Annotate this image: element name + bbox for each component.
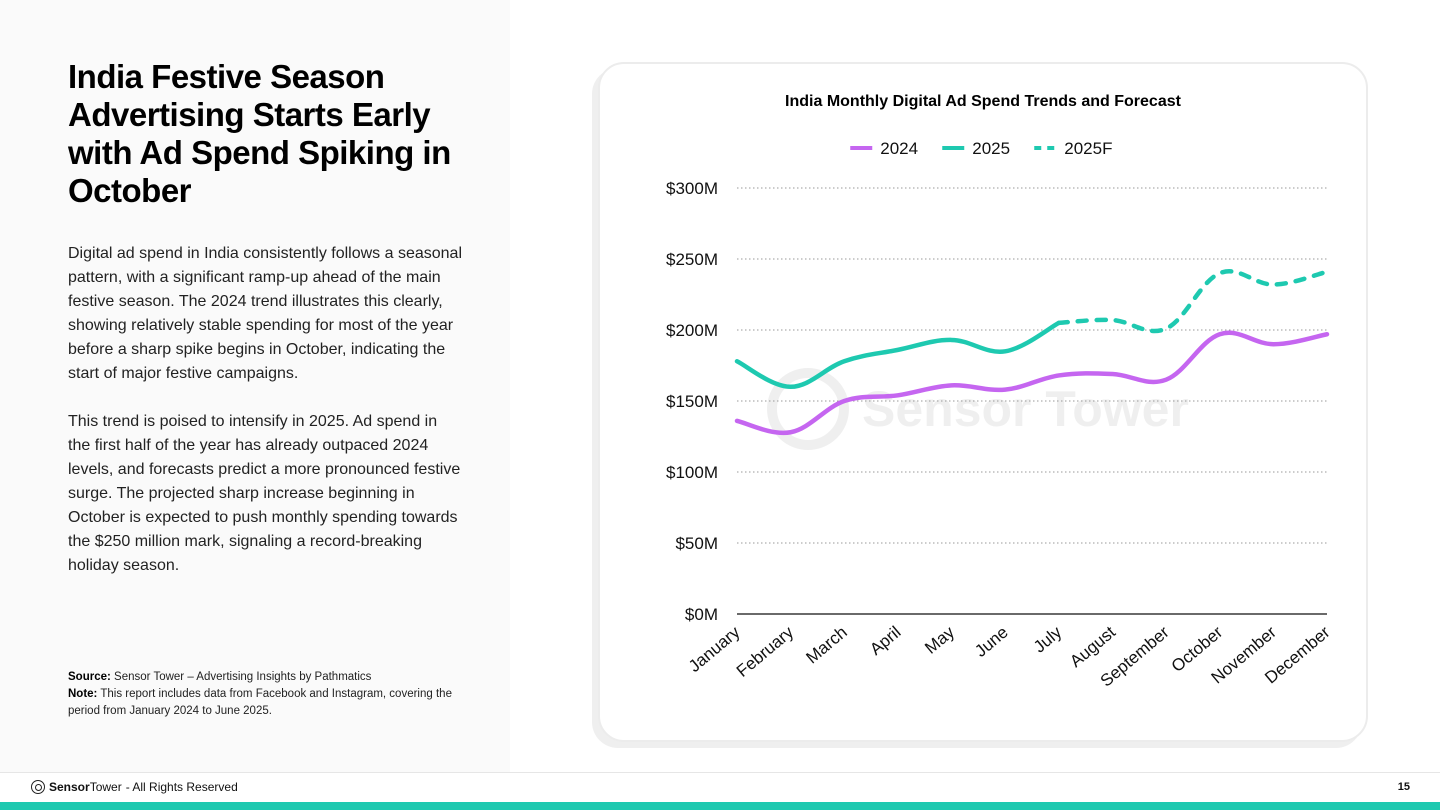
- y-tick-label: $300M: [666, 179, 718, 198]
- chart-card: Sensor Tower India Monthly Digital Ad Spe…: [598, 62, 1368, 742]
- body-text: Digital ad spend in India consistently f…: [68, 242, 463, 602]
- footer-rights: - All Rights Reserved: [125, 780, 238, 794]
- line-chart: Sensor Tower India Monthly Digital Ad Spe…: [666, 93, 1334, 691]
- x-tick-label: May: [921, 622, 958, 658]
- x-tick-label: March: [802, 623, 850, 668]
- y-tick-label: $0M: [685, 605, 718, 624]
- left-panel: India Festive Season Advertising Starts …: [0, 0, 510, 772]
- watermark: Sensor Tower: [767, 368, 1189, 450]
- series-line-2024: [734, 330, 1330, 436]
- sensor-tower-logo-icon: [31, 780, 45, 794]
- legend-label-2025F: 2025F: [1064, 139, 1112, 158]
- series-line-2025F: [1056, 269, 1330, 334]
- chart-title: India Monthly Digital Ad Spend Trends an…: [785, 93, 1182, 110]
- legend-label-2025: 2025: [972, 139, 1010, 158]
- y-tick-label: $250M: [666, 250, 718, 269]
- source-text: Sensor Tower – Advertising Insights by P…: [114, 671, 372, 683]
- footer: SensorTower - All Rights Reserved 15: [0, 772, 1440, 803]
- note-label: Note:: [68, 688, 98, 700]
- note-text: This report includes data from Facebook …: [68, 688, 452, 717]
- watermark-logo-icon: [767, 368, 849, 450]
- paragraph-1: Digital ad spend in India consistently f…: [68, 245, 463, 382]
- footer-logo: SensorTower - All Rights Reserved: [31, 780, 238, 794]
- accent-bar: [0, 802, 1440, 810]
- legend-label-2024: 2024: [880, 139, 918, 158]
- source-line: Source: Sensor Tower – Advertising Insig…: [68, 669, 458, 686]
- slide-title: India Festive Season Advertising Starts …: [68, 58, 451, 209]
- source-label: Source:: [68, 671, 111, 683]
- paragraph-2: This trend is poised to intensify in 202…: [68, 413, 461, 574]
- y-tick-label: $100M: [666, 463, 718, 482]
- x-tick-label: July: [1030, 622, 1066, 656]
- y-tick-label: $150M: [666, 392, 718, 411]
- page-number: 15: [1397, 781, 1410, 793]
- watermark-text: Sensor Tower: [862, 381, 1189, 437]
- x-tick-label: June: [971, 623, 1011, 661]
- source-note: Source: Sensor Tower – Advertising Insig…: [68, 669, 458, 720]
- y-tick-label: $200M: [666, 321, 718, 340]
- y-tick-label: $50M: [675, 534, 718, 553]
- footer-brand: SensorTower: [49, 780, 122, 794]
- x-tick-label: April: [866, 623, 904, 659]
- x-tick-label: February: [733, 622, 798, 681]
- note-line: Note: This report includes data from Fac…: [68, 686, 458, 720]
